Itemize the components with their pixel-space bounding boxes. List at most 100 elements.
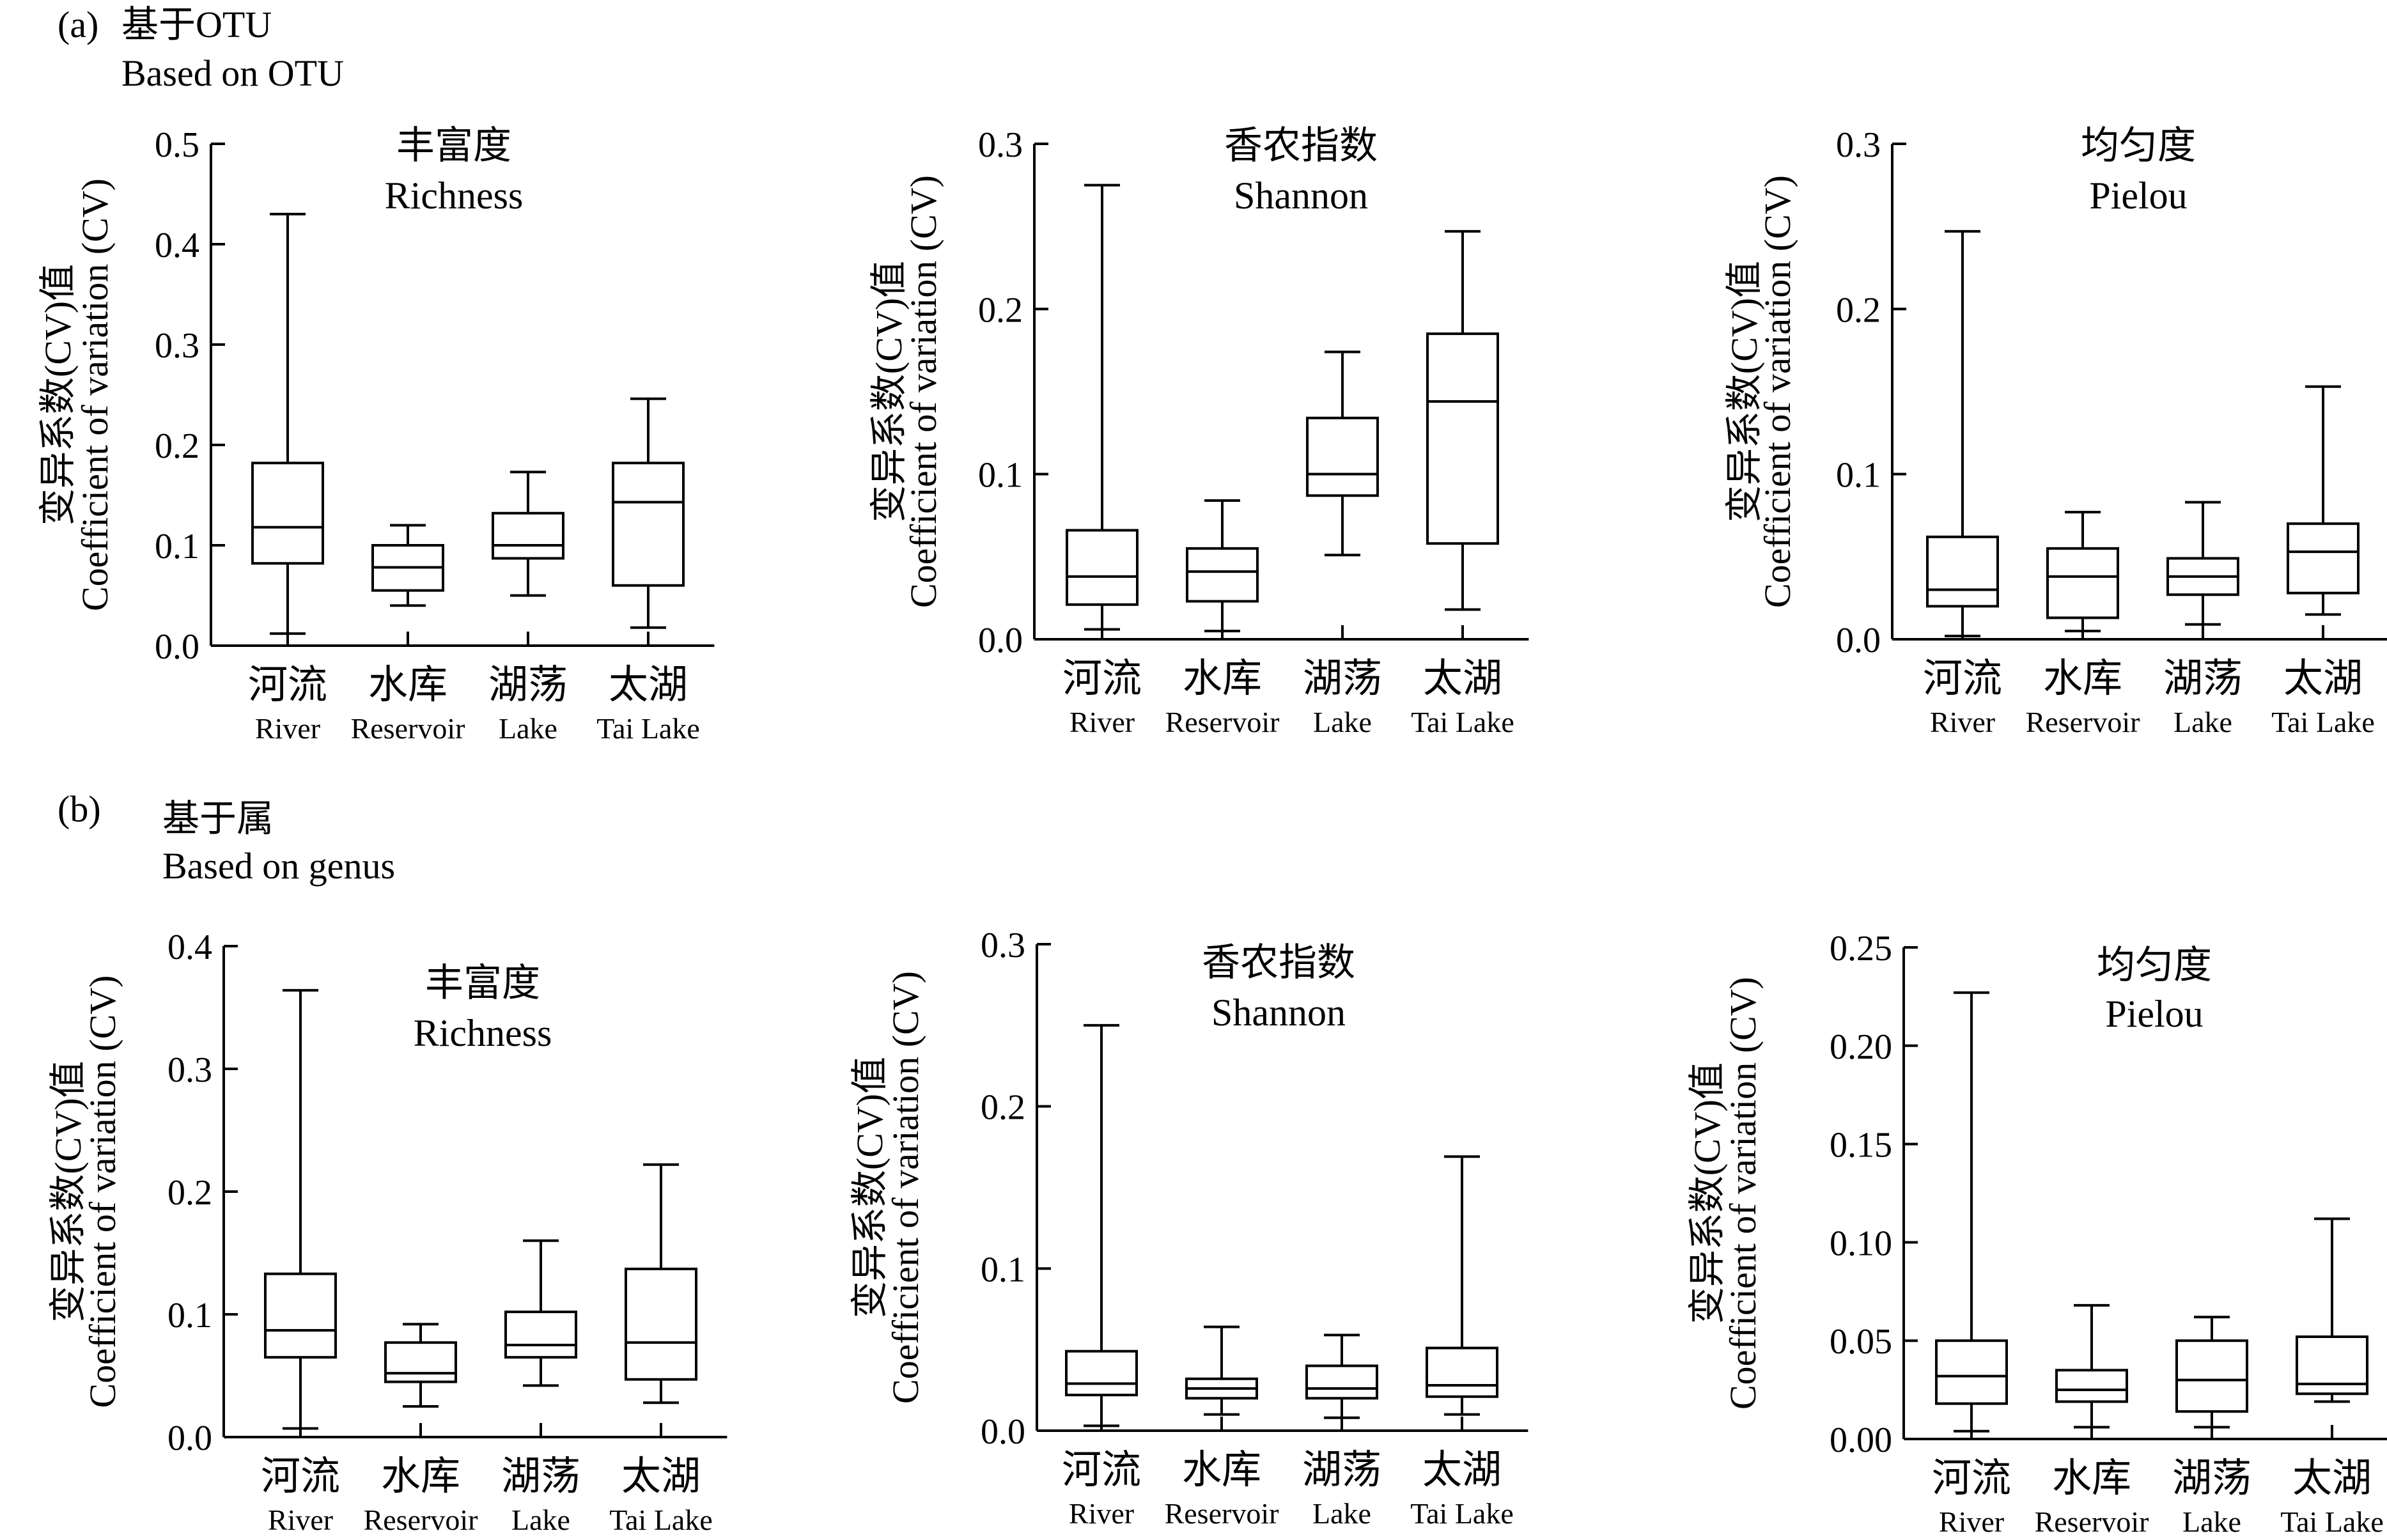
box-iqr [1926, 535, 1999, 608]
box-iqr [2287, 522, 2360, 595]
x-tick-label-zh: 湖荡 [488, 664, 568, 707]
x-tick-label-en: River [268, 1504, 333, 1536]
box-iqr [1306, 416, 1379, 497]
panel-title-zh: 基于OTU [121, 4, 272, 45]
y-axis-label-en: Coefficient of variation (CV) [1722, 977, 1764, 1410]
box-iqr [2175, 1339, 2248, 1413]
y-tick-label: 0.2 [155, 426, 199, 466]
chart-title-zh: 均匀度 [2097, 944, 2212, 986]
chart-title-zh: 均匀度 [2081, 125, 2196, 167]
y-tick-label: 0.1 [155, 527, 199, 566]
box-lake [1305, 1334, 1378, 1419]
y-tick-label: 0.3 [978, 125, 1023, 165]
y-tick-label: 0.0 [1836, 621, 1881, 660]
x-tick-label-zh: 河流 [1923, 657, 2002, 701]
chart-layer: (a) 基于OTU Based on OTU 0.0 0.1 0.2 0.3 0.4 0.5 变异… [37, 4, 2387, 1538]
y-tick-label: 0.1 [981, 1250, 1025, 1289]
box-reservoir [1185, 1325, 1258, 1416]
x-tick-label-zh: 湖荡 [1303, 657, 1382, 701]
box-river [251, 212, 324, 635]
panel-label: (a) [58, 4, 98, 45]
y-tick-label: 0.3 [155, 326, 199, 366]
y-axis-label-en: Coefficient of variation (CV) [1757, 175, 1798, 608]
chart-title-en: Richness [385, 175, 524, 217]
box-lake [2175, 1316, 2248, 1429]
box-reservoir [2046, 511, 2119, 633]
y-tick-label: 0.3 [981, 926, 1025, 965]
x-tick-label-zh: 水库 [368, 664, 447, 707]
chart-title-en: Richness [414, 1012, 552, 1054]
y-tick-label: 0.0 [155, 627, 199, 667]
box-reservoir [371, 524, 444, 607]
box-iqr [1426, 1346, 1498, 1398]
box-iqr [384, 1341, 457, 1383]
y-axis-label-en: Coefficient of variation (CV) [903, 175, 944, 608]
chart-title-zh: 丰富度 [396, 125, 511, 167]
y-axis-label-zh: 变异系数(CV)值 [37, 264, 79, 525]
box-river [1066, 183, 1139, 631]
x-tick-label-en: Lake [2182, 1505, 2241, 1538]
x-tick-label-zh: 太湖 [609, 664, 688, 707]
box-tai-lake [2287, 385, 2360, 616]
y-tick-label: 0.2 [978, 290, 1023, 330]
box-reservoir [1186, 499, 1259, 633]
y-tick-label: 0.1 [978, 456, 1023, 495]
y-axis-label-zh: 变异系数(CV)值 [868, 261, 910, 522]
y-axis-label-zh: 变异系数(CV)值 [47, 1061, 89, 1322]
chart-pielou: 0.00 0.05 0.10 0.15 0.20 0.25 变异系数(CV)值Coeffic… [1686, 929, 2387, 1538]
x-tick-label-zh: 湖荡 [2163, 657, 2243, 701]
chart-title-en: Shannon [1234, 175, 1368, 217]
y-tick-label: 0.2 [981, 1088, 1025, 1128]
y-axis-label-en: Coefficient of variation (CV) [885, 971, 926, 1404]
box-iqr [264, 1272, 337, 1359]
y-tick-label: 0.2 [167, 1173, 212, 1213]
box-tai-lake [612, 397, 685, 629]
y-tick-label: 0.1 [1836, 456, 1881, 495]
chart-title-en: Pielou [2105, 993, 2203, 1035]
y-tick-label: 0.4 [167, 928, 212, 967]
x-tick-label-en: Tai Lake [2280, 1505, 2384, 1538]
y-tick-label: 0.0 [167, 1419, 212, 1458]
x-tick-label-zh: 河流 [1062, 1449, 1141, 1492]
box-reservoir [2055, 1303, 2128, 1429]
panel-b: (b) 基于属 Based on genus 0.0 0.1 0.2 0.3 0.4 变异系数(… [47, 788, 2387, 1538]
x-tick-label-en: Reservoir [351, 712, 465, 745]
x-tick-label-en: Lake [2173, 706, 2232, 738]
box-iqr [504, 1311, 577, 1359]
y-axis-label-zh: 变异系数(CV)值 [1686, 1062, 1728, 1324]
x-tick-label-en: Reservoir [2035, 1505, 2149, 1538]
x-tick-label-en: Tai Lake [609, 1504, 713, 1536]
box-lake [1306, 350, 1379, 557]
chart-title-zh: 香农指数 [1202, 942, 1355, 984]
x-tick-label-zh: 太湖 [2292, 1457, 2372, 1500]
y-tick-label: 0.25 [1830, 929, 1892, 968]
x-tick-label-en: Tai Lake [1410, 1497, 1514, 1530]
x-tick-label-zh: 太湖 [1422, 1449, 1502, 1492]
box-iqr [612, 462, 685, 587]
box-iqr [2055, 1369, 2128, 1403]
box-iqr [2046, 547, 2119, 619]
x-tick-label-zh: 湖荡 [1302, 1449, 1381, 1492]
x-tick-label-en: River [1939, 1505, 2004, 1538]
x-tick-label-en: Tai Lake [2271, 706, 2375, 738]
panel-title-en: Based on OTU [121, 52, 344, 94]
box-tai-lake [2296, 1217, 2368, 1403]
box-iqr [251, 462, 324, 565]
x-tick-label-zh: 湖荡 [501, 1455, 580, 1498]
x-tick-label-en: Lake [1312, 1497, 1371, 1530]
x-tick-label-zh: 水库 [1182, 1449, 1261, 1492]
panel-title-zh: 基于属 [162, 798, 274, 839]
box-iqr [1186, 547, 1259, 603]
y-axis-label-en: Coefficient of variation (CV) [74, 178, 116, 611]
y-tick-label: 0.10 [1830, 1224, 1892, 1263]
box-lake [492, 471, 564, 597]
x-tick-label-zh: 湖荡 [2172, 1457, 2251, 1500]
x-tick-label-zh: 太湖 [2283, 657, 2363, 701]
y-tick-label: 0.0 [981, 1412, 1025, 1452]
box-tai-lake [1426, 229, 1499, 611]
x-tick-label-en: River [255, 712, 320, 745]
box-iqr [625, 1267, 697, 1381]
box-river [1926, 229, 1999, 637]
